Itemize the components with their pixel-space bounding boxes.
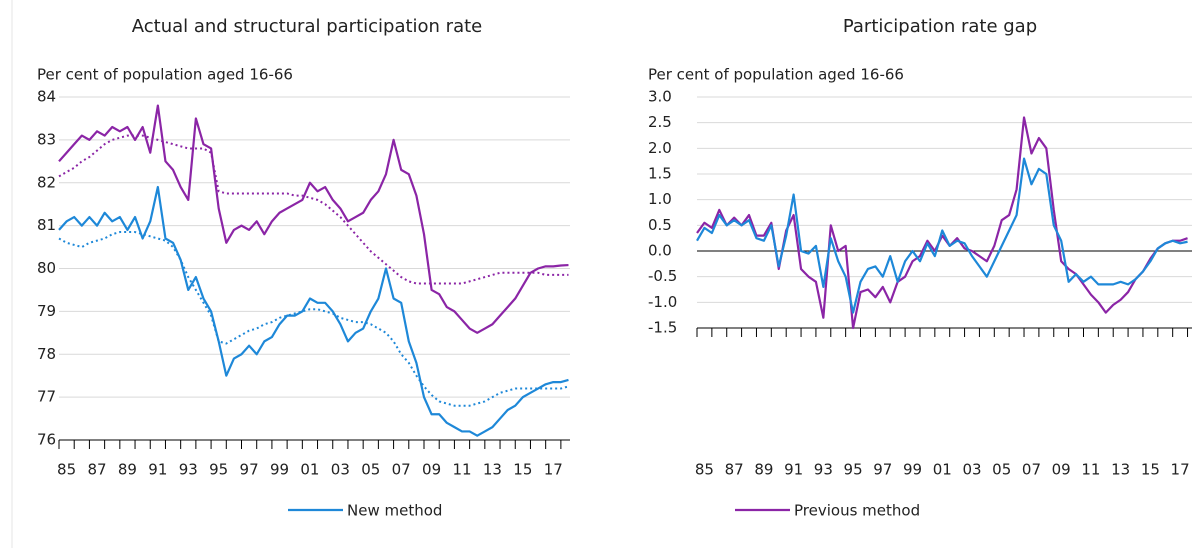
x-tick-label: 89 — [754, 461, 773, 479]
y-tick-label: 81 — [37, 216, 56, 234]
y-tick-label: 2.0 — [648, 139, 672, 157]
x-tick-label: 89 — [118, 461, 137, 479]
x-tick-label: 93 — [814, 461, 833, 479]
x-tick-label: 03 — [962, 461, 981, 479]
x-tick-label: 11 — [1081, 461, 1100, 479]
x-tick-label: 99 — [903, 461, 922, 479]
x-tick-label: 11 — [452, 461, 471, 479]
legend-label: Previous method — [794, 502, 920, 520]
y-tick-label: 1.5 — [648, 165, 672, 183]
chart-title: Actual and structural participation rate — [132, 16, 483, 37]
series-line — [58, 185, 569, 437]
x-tick-label: 99 — [270, 461, 289, 479]
y-tick-label: 0.0 — [648, 242, 672, 260]
x-tick-label: 85 — [57, 461, 76, 479]
y-tick-label: -0.5 — [648, 267, 677, 285]
legend-label: New method — [347, 502, 442, 520]
series-line — [58, 134, 569, 285]
y-tick-label: 76 — [37, 431, 56, 449]
x-tick-label: 93 — [179, 461, 198, 479]
axis-subtitle: Per cent of population aged 16-66 — [37, 66, 293, 84]
x-tick-label: 87 — [725, 461, 744, 479]
x-tick-label: 15 — [1141, 461, 1160, 479]
y-tick-label: 77 — [37, 388, 56, 406]
y-tick-label: 1.0 — [648, 190, 672, 208]
y-tick-label: -1.0 — [648, 293, 677, 311]
series-line — [58, 104, 569, 334]
series-line — [696, 116, 1188, 330]
x-tick-label: 05 — [992, 461, 1011, 479]
y-tick-label: 0.5 — [648, 216, 672, 234]
x-tick-label: 87 — [87, 461, 106, 479]
y-tick-label: 80 — [37, 259, 56, 277]
axis-subtitle: Per cent of population aged 16-66 — [648, 66, 904, 84]
y-tick-label: 82 — [37, 173, 56, 191]
y-tick-label: 83 — [37, 130, 56, 148]
x-tick-label: 07 — [1022, 461, 1041, 479]
x-tick-label: 97 — [873, 461, 892, 479]
x-tick-label: 07 — [392, 461, 411, 479]
x-tick-label: 09 — [422, 461, 441, 479]
x-tick-label: 01 — [933, 461, 952, 479]
x-tick-label: 17 — [1171, 461, 1190, 479]
x-tick-label: 13 — [1111, 461, 1130, 479]
y-tick-label: -1.5 — [648, 319, 677, 337]
x-tick-label: 85 — [695, 461, 714, 479]
x-tick-label: 97 — [240, 461, 259, 479]
chart-title: Participation rate gap — [843, 16, 1037, 37]
series-line — [696, 157, 1188, 314]
y-tick-label: 3.0 — [648, 88, 672, 106]
x-tick-label: 09 — [1052, 461, 1071, 479]
y-tick-label: 84 — [37, 88, 56, 106]
x-tick-label: 13 — [483, 461, 502, 479]
x-tick-label: 91 — [148, 461, 167, 479]
y-tick-label: 2.5 — [648, 113, 672, 131]
x-tick-label: 17 — [544, 461, 563, 479]
y-tick-label: 78 — [37, 345, 56, 363]
y-tick-label: 79 — [37, 302, 56, 320]
x-tick-label: 15 — [513, 461, 532, 479]
x-tick-label: 95 — [209, 461, 228, 479]
x-tick-label: 01 — [300, 461, 319, 479]
x-tick-label: 95 — [844, 461, 863, 479]
x-tick-label: 91 — [784, 461, 803, 479]
series-line — [58, 231, 569, 407]
x-tick-label: 05 — [361, 461, 380, 479]
x-tick-label: 03 — [331, 461, 350, 479]
